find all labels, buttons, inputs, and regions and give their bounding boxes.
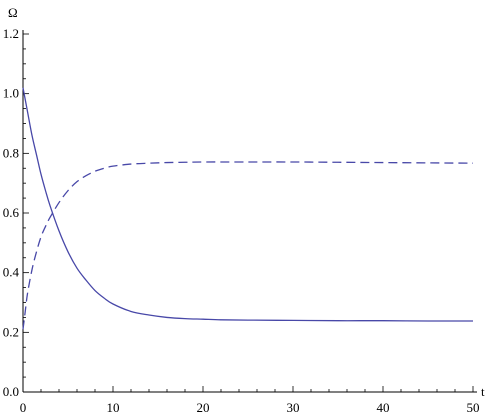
y-tick-label: 0.2: [3, 324, 19, 339]
y-tick-label: 1.0: [3, 86, 19, 101]
series-line-dashed: [22, 161, 474, 330]
x-tick-label: 40: [377, 400, 390, 415]
x-tick-label: 20: [197, 400, 210, 415]
minor-ticks: [23, 48, 456, 392]
x-tick-label: 0: [20, 400, 27, 415]
y-tick-label: 0.6: [3, 205, 20, 220]
x-axis-label: t: [481, 384, 485, 399]
x-tick-label: 30: [287, 400, 300, 415]
series-group: [22, 87, 474, 330]
y-tick-label: 1.2: [3, 26, 19, 41]
y-tick-label: 0.0: [3, 384, 19, 399]
x-tick-label: 50: [467, 400, 480, 415]
y-tick-label: 0.8: [3, 145, 19, 160]
series-line-solid: [22, 87, 474, 322]
tick-labels: 0 10 20 30 40 50 0.0 0.2 0.4 0.6 0.8 1.0 1.2: [3, 26, 480, 415]
major-ticks: [22, 33, 474, 393]
axes: [22, 30, 477, 393]
y-axis-label: Ω: [8, 5, 18, 20]
y-tick-label: 0.4: [3, 265, 20, 280]
x-tick-label: 10: [107, 400, 120, 415]
